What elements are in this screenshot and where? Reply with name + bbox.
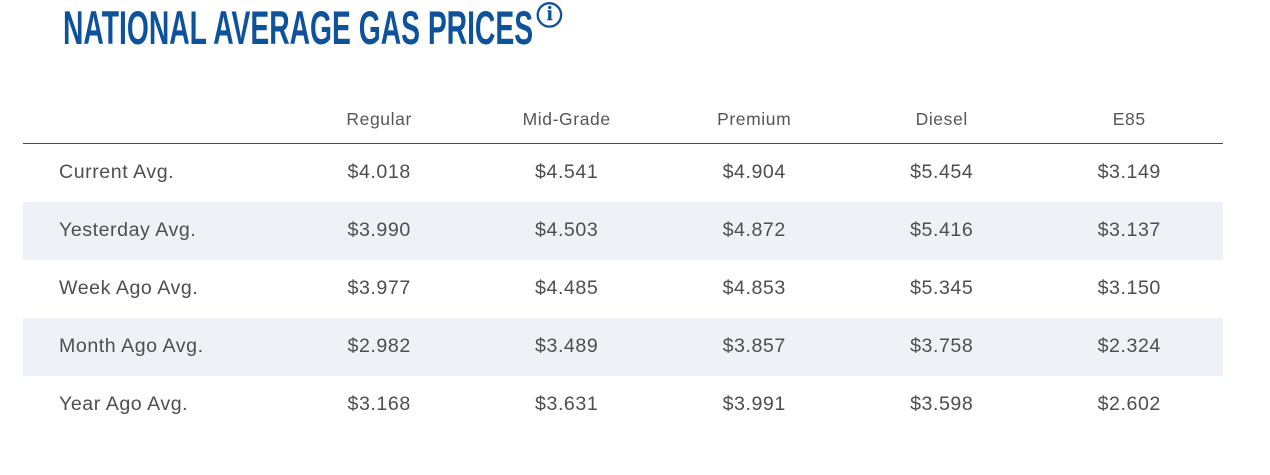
svg-text:i: i bbox=[547, 4, 553, 25]
